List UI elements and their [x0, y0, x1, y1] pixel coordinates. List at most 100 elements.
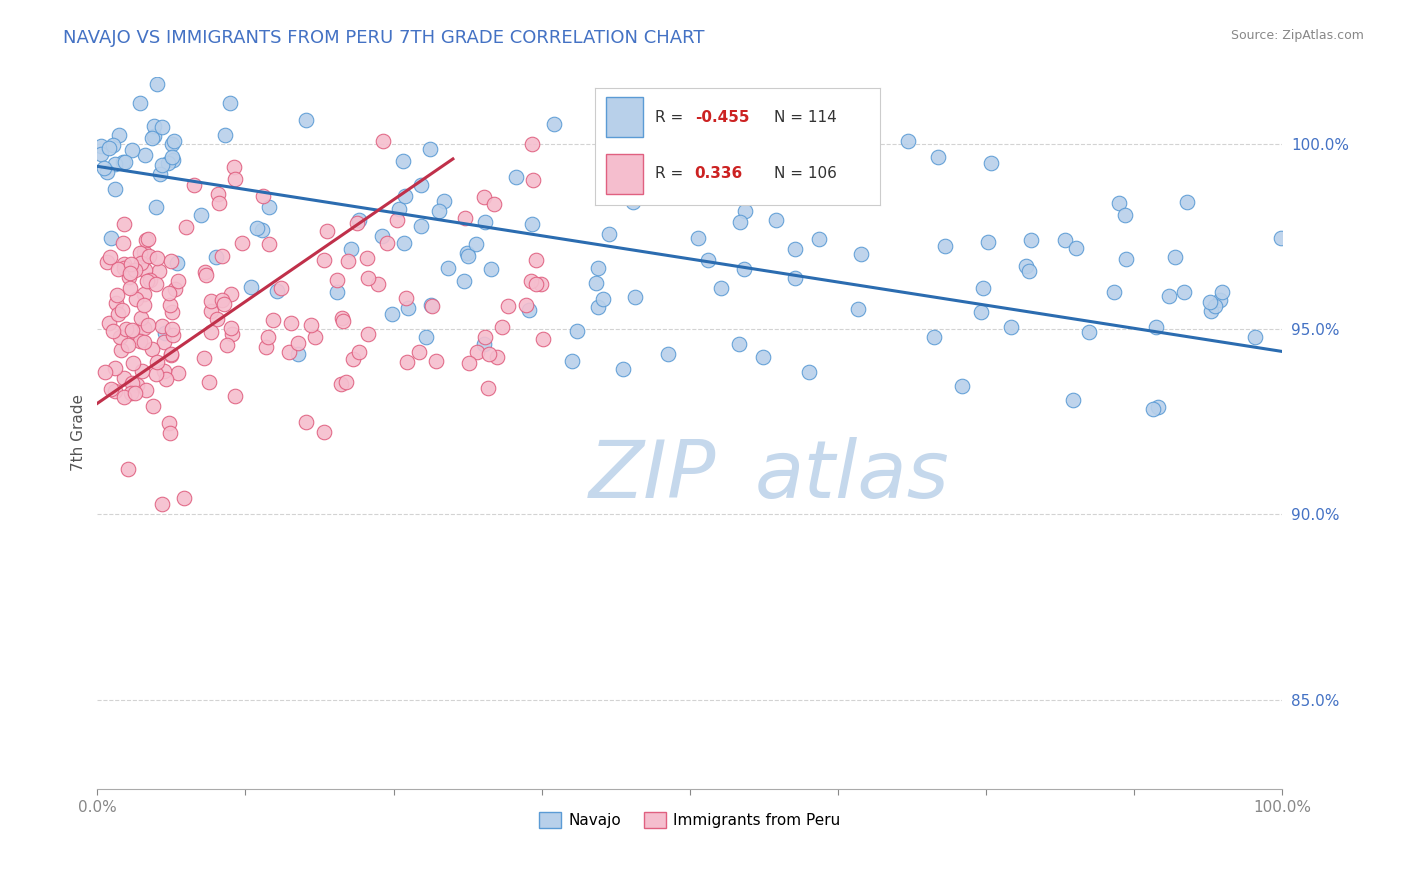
Point [155, 372, 177, 386]
Point [174, 219, 197, 234]
Point [246, 220, 269, 235]
Point [395, 291, 418, 305]
Text: Source: ZipAtlas.com: Source: ZipAtlas.com [1230, 29, 1364, 42]
Point [124, 386, 146, 401]
Point [173, 491, 195, 505]
Point [118, 264, 141, 278]
Point [150, 319, 173, 334]
Point [367, 277, 389, 291]
Point [522, 217, 544, 231]
Point [143, 119, 166, 133]
Point [326, 272, 349, 286]
Point [614, 122, 637, 136]
Point [107, 128, 129, 142]
Point [252, 222, 274, 236]
Point [153, 364, 176, 378]
Point [970, 305, 993, 319]
Point [224, 171, 246, 186]
Point [752, 350, 775, 364]
Point [194, 265, 217, 279]
Point [1270, 231, 1292, 245]
Point [543, 117, 565, 131]
Point [112, 236, 135, 251]
Point [145, 251, 167, 265]
Point [148, 264, 170, 278]
Point [922, 329, 945, 343]
Point [207, 195, 229, 210]
Point [371, 228, 394, 243]
Point [733, 261, 755, 276]
Point [117, 270, 139, 285]
Point [565, 324, 588, 338]
Point [142, 399, 165, 413]
Point [465, 345, 488, 359]
Point [124, 263, 146, 277]
Point [146, 355, 169, 369]
Point [1142, 402, 1164, 417]
Point [465, 237, 488, 252]
Point [219, 95, 242, 110]
Point [124, 325, 146, 339]
Point [205, 250, 228, 264]
Point [214, 297, 236, 311]
Point [160, 305, 183, 319]
Y-axis label: 7th Grade: 7th Grade [72, 394, 86, 472]
Point [520, 136, 543, 151]
Point [134, 148, 156, 162]
Point [295, 415, 318, 429]
Point [612, 362, 634, 376]
Point [602, 140, 624, 154]
Point [1018, 264, 1040, 278]
Point [118, 281, 141, 295]
Point [586, 300, 609, 314]
Point [145, 77, 167, 91]
Point [408, 345, 430, 359]
Point [356, 251, 378, 265]
Point [1199, 304, 1222, 318]
Point [419, 143, 441, 157]
Point [598, 227, 620, 241]
Point [139, 273, 162, 287]
Point [134, 263, 156, 277]
Point [200, 293, 222, 308]
Point [257, 237, 280, 252]
Point [980, 155, 1002, 169]
Point [1198, 294, 1220, 309]
Point [696, 253, 718, 268]
Point [1077, 325, 1099, 339]
Point [266, 285, 288, 299]
Point [842, 95, 865, 109]
Point [335, 375, 357, 389]
Point [479, 261, 502, 276]
Point [222, 161, 245, 175]
Point [160, 322, 183, 336]
Point [167, 366, 190, 380]
Point [287, 335, 309, 350]
Point [112, 370, 135, 384]
Point [93, 161, 115, 175]
Point [270, 281, 292, 295]
Point [897, 134, 920, 148]
Point [849, 247, 872, 261]
Point [1244, 330, 1267, 344]
Point [304, 330, 326, 344]
Point [254, 339, 277, 353]
Point [200, 326, 222, 340]
Point [287, 347, 309, 361]
Point [114, 260, 136, 275]
Point [167, 274, 190, 288]
Point [145, 200, 167, 214]
Point [135, 383, 157, 397]
Point [1014, 259, 1036, 273]
Point [524, 252, 547, 267]
Point [136, 318, 159, 333]
Point [132, 244, 155, 259]
Point [326, 285, 349, 299]
Point [118, 266, 141, 280]
Point [728, 215, 751, 229]
Point [221, 326, 243, 341]
Point [474, 330, 496, 344]
Point [150, 120, 173, 134]
Point [427, 203, 450, 218]
Point [339, 242, 361, 256]
